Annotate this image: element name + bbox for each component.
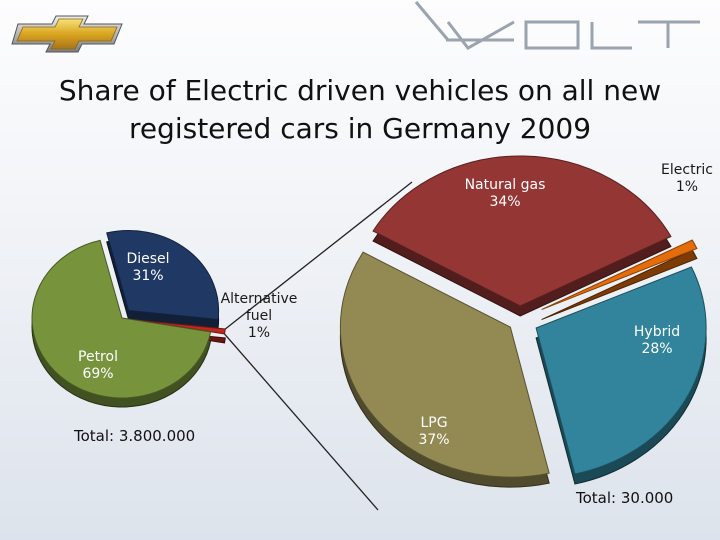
slice-natural-gas [372, 155, 672, 307]
slice-label-petrol: Petrol 69% [78, 349, 118, 382]
slide-title: Share of Electric driven vehicles on all… [58, 74, 662, 145]
slice-petrol [31, 239, 212, 399]
volt-logo [414, 1, 700, 50]
slice-label-alternative-fuel: Alternative fuel 1% [220, 291, 298, 341]
slice-hybrid [535, 266, 707, 475]
slice-label-natural-gas: Natural gas 34% [464, 177, 546, 210]
slice-label-diesel: Diesel 31% [126, 251, 170, 284]
right-pie-total: Total: 30.000 [576, 489, 674, 507]
slice-electric [541, 239, 698, 311]
slice-diesel [106, 229, 220, 320]
slice-label-hybrid: Hybrid 28% [633, 324, 681, 357]
slice-lpg [339, 251, 550, 478]
slice-label-electric: Electric 1% [661, 162, 713, 195]
slice-label-lpg: LPG 37% [418, 415, 450, 448]
connector-line-2 [223, 333, 379, 511]
chevrolet-logo [11, 15, 123, 53]
left-pie-total: Total: 3.800.000 [74, 427, 196, 445]
connector-line-1 [224, 181, 413, 330]
